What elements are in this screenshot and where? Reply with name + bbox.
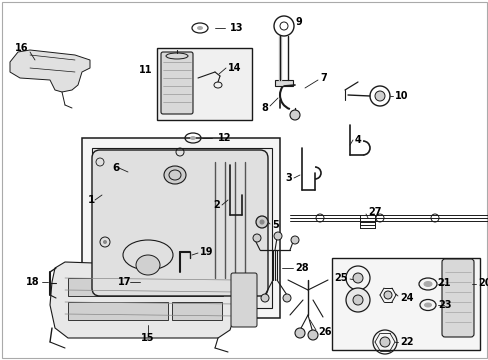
Text: 10: 10: [394, 91, 407, 101]
Circle shape: [352, 273, 362, 283]
Circle shape: [252, 234, 261, 242]
Text: 12: 12: [218, 133, 231, 143]
Bar: [157, 48, 251, 120]
Circle shape: [374, 91, 384, 101]
Circle shape: [103, 240, 107, 244]
Text: 26: 26: [317, 327, 331, 337]
Text: 9: 9: [295, 17, 302, 27]
FancyBboxPatch shape: [230, 273, 257, 327]
FancyBboxPatch shape: [441, 259, 473, 337]
Bar: [172, 302, 222, 320]
Text: 25: 25: [334, 273, 347, 283]
Ellipse shape: [190, 136, 196, 140]
Text: 2: 2: [213, 200, 220, 210]
Text: 15: 15: [141, 333, 154, 343]
Ellipse shape: [163, 166, 185, 184]
Bar: [68, 302, 168, 320]
Text: 23: 23: [437, 300, 450, 310]
FancyBboxPatch shape: [161, 52, 193, 114]
Ellipse shape: [136, 255, 160, 275]
Circle shape: [307, 330, 317, 340]
Circle shape: [352, 295, 362, 305]
Bar: [68, 278, 223, 296]
Circle shape: [289, 110, 299, 120]
Text: 3: 3: [285, 173, 291, 183]
Bar: [331, 258, 479, 350]
Text: 18: 18: [26, 277, 40, 287]
Text: 22: 22: [399, 337, 413, 347]
Bar: [95, 158, 105, 166]
Ellipse shape: [423, 282, 431, 287]
FancyBboxPatch shape: [92, 150, 267, 296]
Text: 1: 1: [88, 195, 95, 205]
Text: 17: 17: [118, 277, 131, 287]
Circle shape: [261, 294, 268, 302]
Bar: [92, 148, 271, 308]
Polygon shape: [50, 262, 258, 338]
Text: 8: 8: [261, 103, 267, 113]
Text: 27: 27: [367, 207, 381, 217]
Text: 16: 16: [15, 43, 29, 53]
Bar: [274, 80, 292, 86]
Text: 14: 14: [227, 63, 241, 73]
Ellipse shape: [197, 26, 203, 30]
Circle shape: [290, 236, 298, 244]
Text: 11: 11: [138, 65, 152, 75]
Text: 7: 7: [319, 73, 326, 83]
Circle shape: [294, 328, 305, 338]
Text: 13: 13: [229, 23, 243, 33]
Polygon shape: [10, 50, 90, 92]
Circle shape: [379, 337, 389, 347]
Text: 5: 5: [271, 220, 278, 230]
Circle shape: [273, 232, 282, 240]
Text: 21: 21: [436, 278, 449, 288]
Text: 24: 24: [399, 293, 413, 303]
Circle shape: [346, 288, 369, 312]
Ellipse shape: [424, 303, 430, 307]
Text: 4: 4: [354, 135, 361, 145]
Text: 28: 28: [294, 263, 308, 273]
Circle shape: [256, 216, 267, 228]
Text: 20: 20: [477, 278, 488, 288]
Text: 6: 6: [112, 163, 119, 173]
Circle shape: [283, 294, 290, 302]
Bar: [82, 138, 280, 318]
Text: 19: 19: [200, 247, 213, 257]
Circle shape: [260, 220, 264, 224]
Circle shape: [383, 291, 391, 299]
